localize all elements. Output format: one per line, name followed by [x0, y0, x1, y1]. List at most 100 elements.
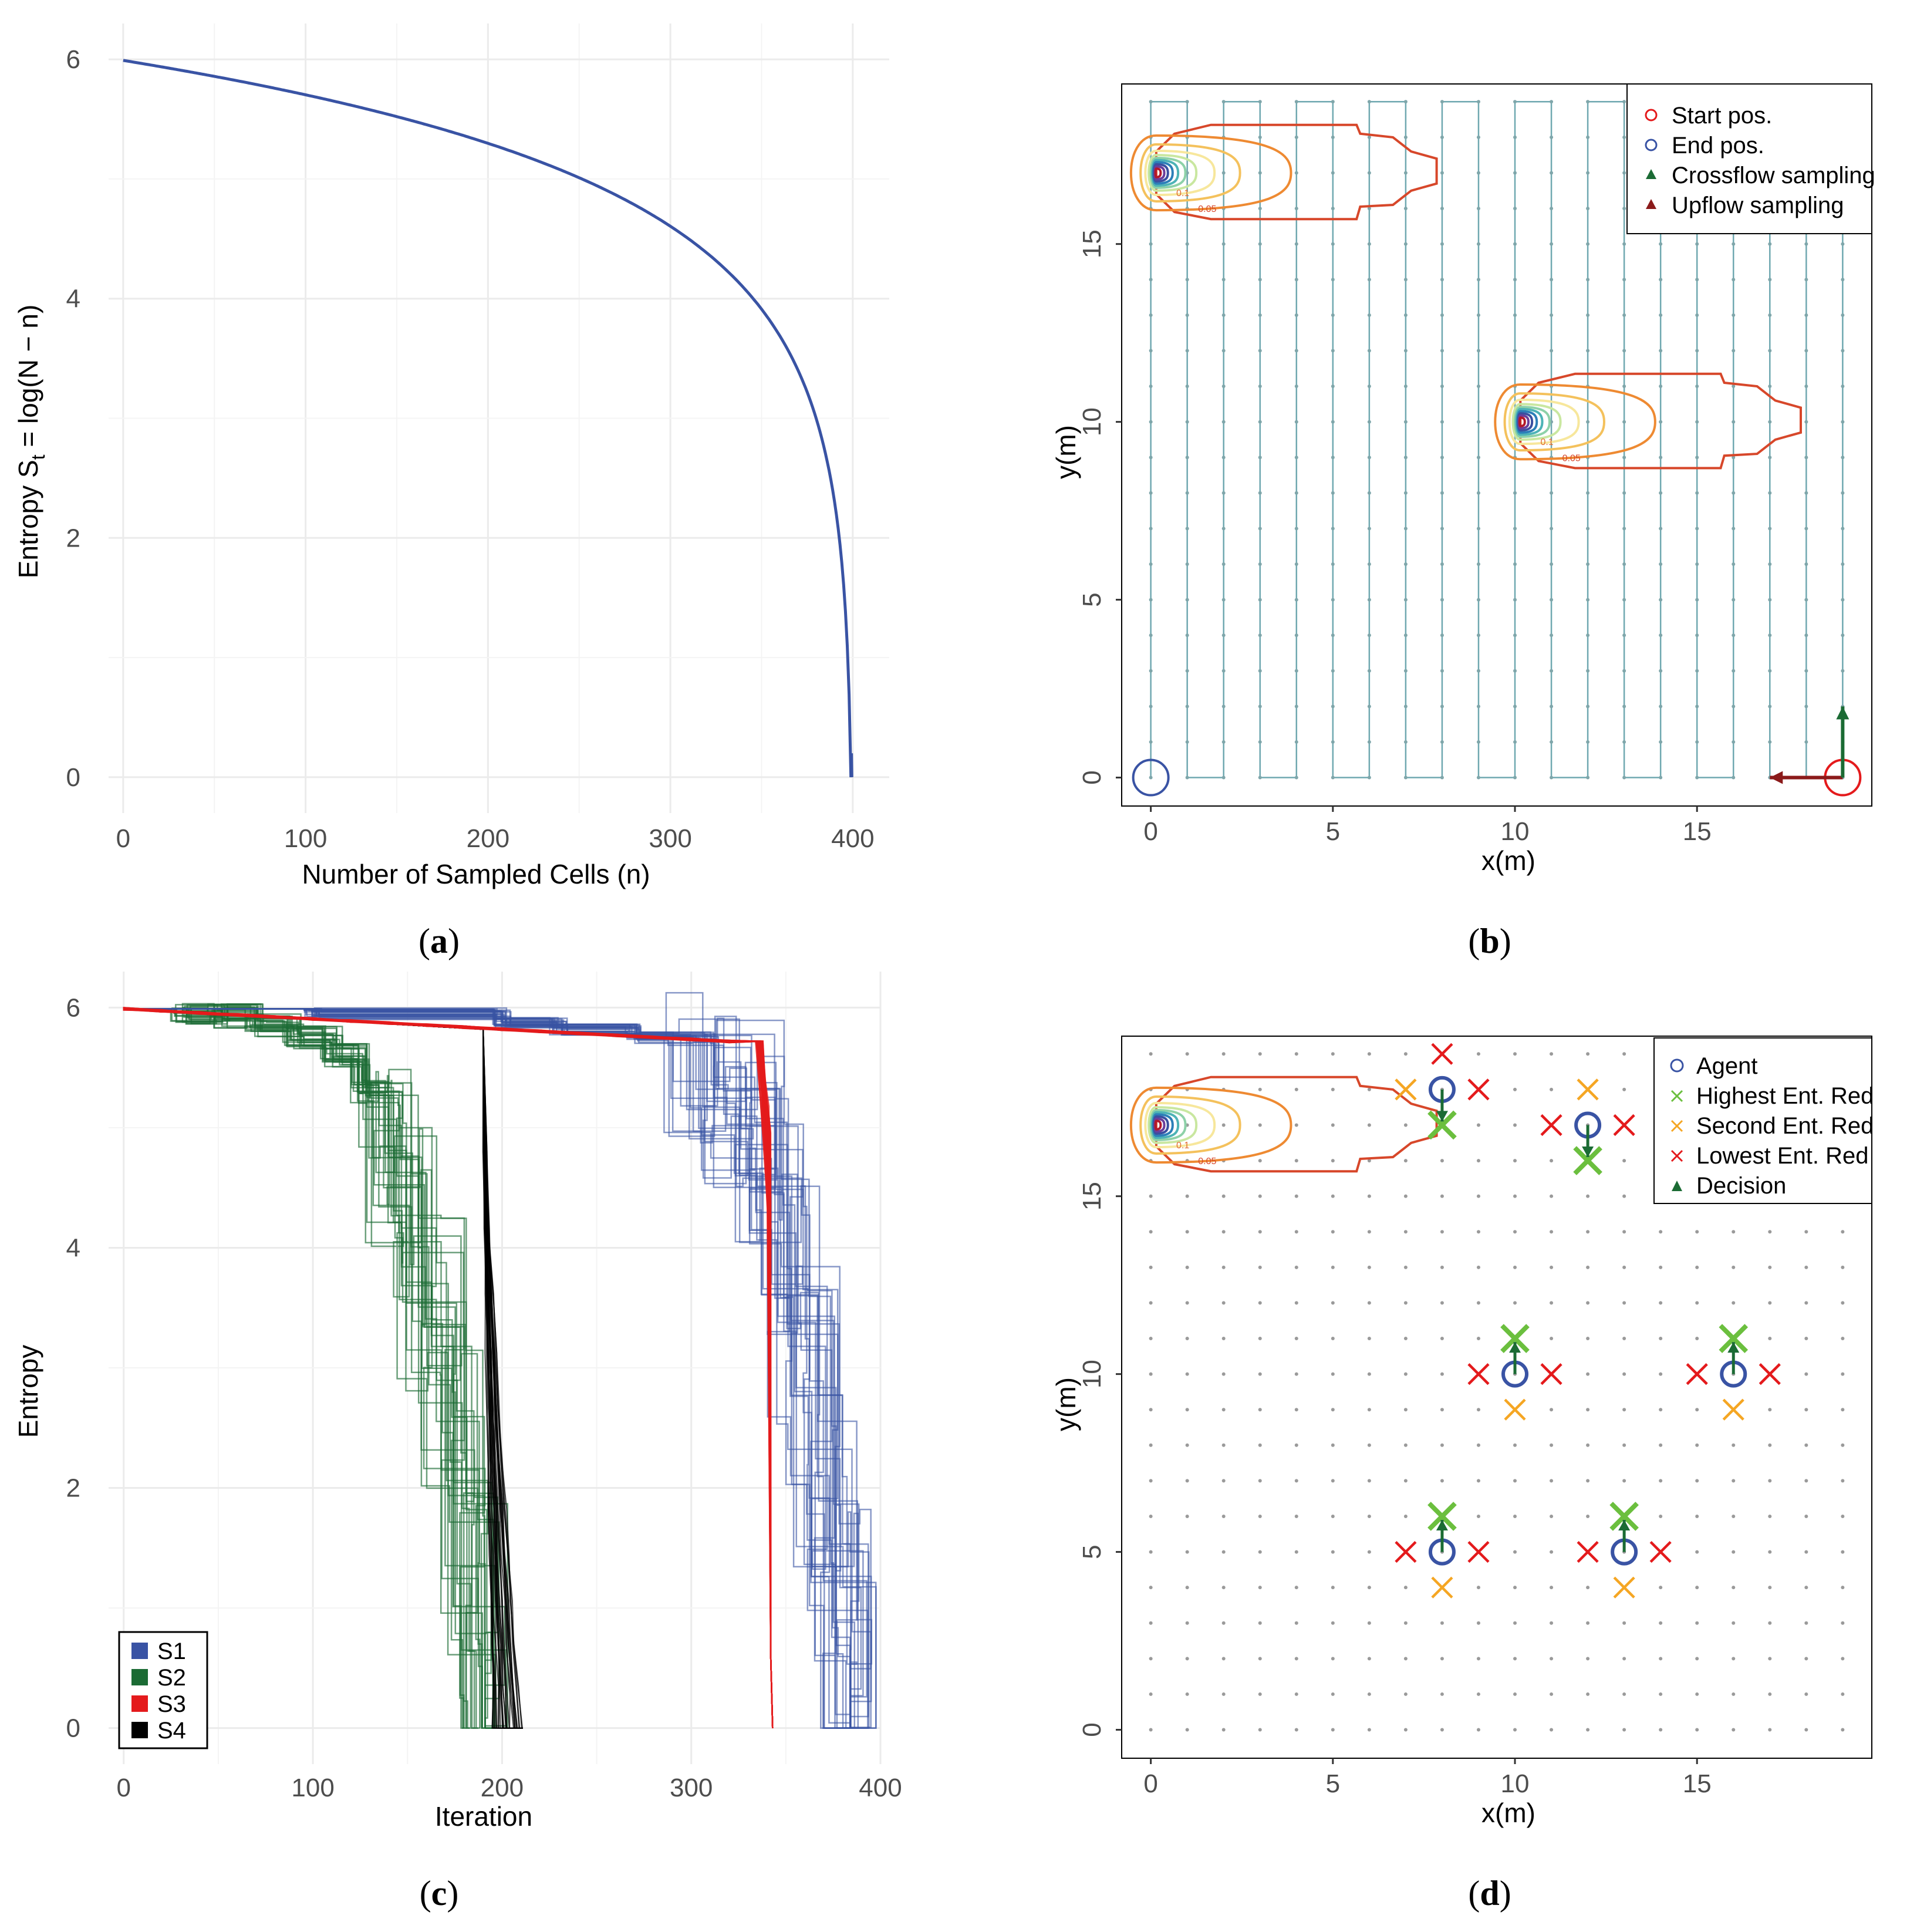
x-tick-label: 15: [1683, 1769, 1712, 1798]
decision-arrowhead: [1582, 1147, 1594, 1158]
grid-point: [1659, 1408, 1663, 1412]
grid-point: [1149, 1443, 1153, 1447]
grid-point: [1367, 776, 1371, 780]
s4-run: [123, 1008, 523, 1729]
grid-point: [1185, 1550, 1189, 1554]
grid-point: [1476, 385, 1480, 389]
grid-point: [1185, 1443, 1189, 1447]
grid-point: [1149, 100, 1153, 104]
grid-point: [1294, 776, 1298, 780]
grid-point: [1586, 1692, 1590, 1696]
grid-point: [1440, 1621, 1444, 1625]
grid-point: [1659, 776, 1663, 780]
s2-run: [123, 1004, 480, 1729]
grid-point: [1841, 562, 1845, 566]
grid-point: [1513, 242, 1517, 246]
grid-point: [1513, 135, 1517, 139]
grid-point: [1367, 669, 1371, 673]
grid-point: [1622, 1443, 1626, 1447]
grid-point: [1659, 1514, 1663, 1518]
decision-legend-icon: [1672, 1181, 1682, 1191]
s4-run: [123, 1008, 523, 1729]
grid-point: [1695, 242, 1699, 246]
grid-point: [1804, 1337, 1808, 1341]
grid-point: [1768, 420, 1772, 424]
grid-point: [1622, 776, 1626, 780]
grid-point: [1804, 527, 1808, 531]
x-tick-label: 15: [1683, 817, 1712, 846]
grid-point: [1403, 349, 1408, 353]
lowest-cross: [1540, 1114, 1562, 1137]
s2-run: [123, 1005, 467, 1729]
grid-point: [1513, 527, 1517, 531]
grid-point: [1659, 1265, 1663, 1269]
path-segment: [1150, 101, 1844, 778]
highest-cross: [1427, 1502, 1457, 1531]
strategy-runs: [123, 992, 877, 1729]
second-cross: [1722, 1398, 1744, 1421]
grid-point: [1695, 278, 1699, 282]
grid-point: [1367, 100, 1371, 104]
grid-point: [1331, 740, 1335, 744]
grid-point: [1440, 278, 1444, 282]
grid-point: [1732, 491, 1736, 495]
grid-point: [1331, 598, 1335, 602]
grid-point: [1732, 1514, 1736, 1518]
plume-contour: [1154, 167, 1162, 178]
grid-point: [1586, 1337, 1590, 1341]
grid-point: [1440, 1194, 1444, 1198]
grid-point: [1841, 598, 1845, 602]
grid-point: [1331, 1372, 1335, 1376]
grid-point: [1149, 527, 1153, 531]
grid-point: [1367, 1408, 1371, 1412]
grid-point: [1768, 385, 1772, 389]
s4-run: [123, 1008, 523, 1729]
grid-point: [1659, 704, 1663, 709]
grid-point: [1258, 135, 1262, 139]
grid-point: [1221, 1301, 1226, 1305]
grid-point: [1258, 1586, 1262, 1590]
grid-point: [1550, 776, 1554, 780]
grid-point: [1841, 349, 1845, 353]
grid-point: [1258, 1621, 1262, 1625]
grid-point: [1403, 1728, 1408, 1732]
grid-point: [1586, 1728, 1590, 1732]
grid-point: [1403, 598, 1408, 602]
grid-point: [1185, 740, 1189, 744]
grid-point: [1841, 242, 1845, 246]
grid-point: [1550, 633, 1554, 638]
grid-point: [1622, 1230, 1626, 1234]
grid-point: [1476, 1621, 1480, 1625]
grid-point: [1476, 278, 1480, 282]
grid-point: [1768, 1479, 1772, 1483]
s4-run: [123, 1008, 523, 1729]
grid-point: [1185, 420, 1189, 424]
grid-point: [1586, 1265, 1590, 1269]
s2-run: [123, 1008, 483, 1728]
grid-point: [1367, 1443, 1371, 1447]
grid-point: [1149, 420, 1153, 424]
grid-point: [1367, 598, 1371, 602]
s1-run: [123, 1008, 858, 1728]
grid-point: [1768, 669, 1772, 673]
grid-point: [1403, 1159, 1408, 1163]
grid-point: [1622, 1621, 1626, 1625]
grid-point: [1331, 171, 1335, 175]
grid-point: [1841, 1230, 1845, 1234]
grid-point: [1185, 1586, 1189, 1590]
grid-point: [1367, 562, 1371, 566]
grid-point: [1403, 1657, 1408, 1661]
grid-point: [1622, 349, 1626, 353]
grid-point: [1550, 1159, 1554, 1163]
grid-point: [1149, 278, 1153, 282]
y-tick-label: 10: [1078, 407, 1106, 436]
grid-point: [1185, 385, 1189, 389]
grid-point: [1149, 456, 1153, 460]
grid-point: [1221, 385, 1226, 389]
grid-point: [1768, 1550, 1772, 1554]
grid-point: [1149, 776, 1153, 780]
grid-point: [1440, 776, 1444, 780]
grid-point: [1294, 491, 1298, 495]
grid-point: [1367, 1692, 1371, 1696]
grid-point: [1732, 313, 1736, 317]
